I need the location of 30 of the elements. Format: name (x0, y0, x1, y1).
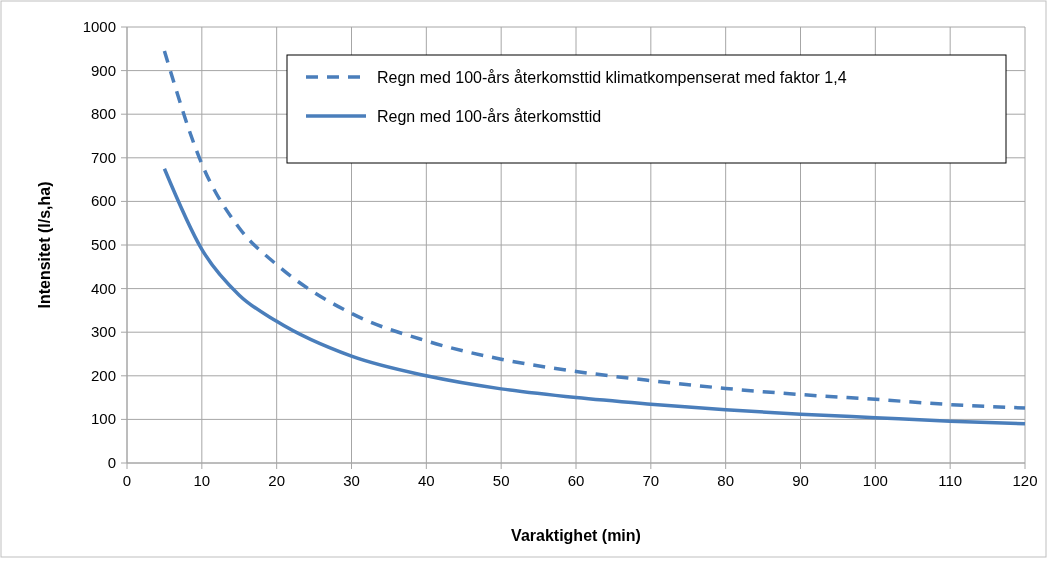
x-tick-label: 60 (567, 472, 585, 489)
x-tick-label: 110 (938, 472, 963, 489)
y-tick-label: 300 (90, 323, 116, 341)
x-tick-label: 30 (343, 472, 360, 489)
y-tick-label: 700 (90, 148, 116, 166)
y-tick-label: 0 (107, 454, 116, 471)
legend-label: Regn med 100-års återkomsttid klimatkompenserat med faktor 1,4 (377, 69, 847, 86)
x-tick-label: 40 (417, 472, 435, 489)
x-tick-label: 80 (717, 472, 735, 489)
y-tick-label: 900 (90, 61, 116, 79)
x-axis-title: Varaktighet (min) (511, 527, 641, 544)
line-series (162, 49, 1027, 410)
x-tick-label: 50 (492, 472, 510, 489)
y-tick-label: 600 (90, 192, 116, 210)
y-tick-label: 800 (90, 105, 116, 123)
x-tick-label: 90 (792, 472, 809, 489)
line-series (162, 166, 1027, 426)
legend-label: Regn med 100-års återkomsttid (377, 108, 602, 125)
x-tick-label: 10 (193, 472, 211, 489)
y-axis-title: Intensitet (l/s,ha) (36, 181, 53, 309)
y-tick-label: 200 (90, 366, 116, 384)
x-tick-label: 70 (642, 472, 660, 489)
y-tick-label: 500 (90, 236, 116, 253)
y-tick-label: 400 (90, 279, 116, 297)
x-tick-label: 120 (1012, 472, 1038, 489)
x-tick-label: 20 (268, 472, 286, 489)
x-tick-label: 100 (862, 472, 888, 489)
x-tick-label: 0 (122, 472, 132, 489)
y-tick-label: 1000 (82, 18, 116, 35)
y-tick-label: 100 (90, 410, 116, 428)
